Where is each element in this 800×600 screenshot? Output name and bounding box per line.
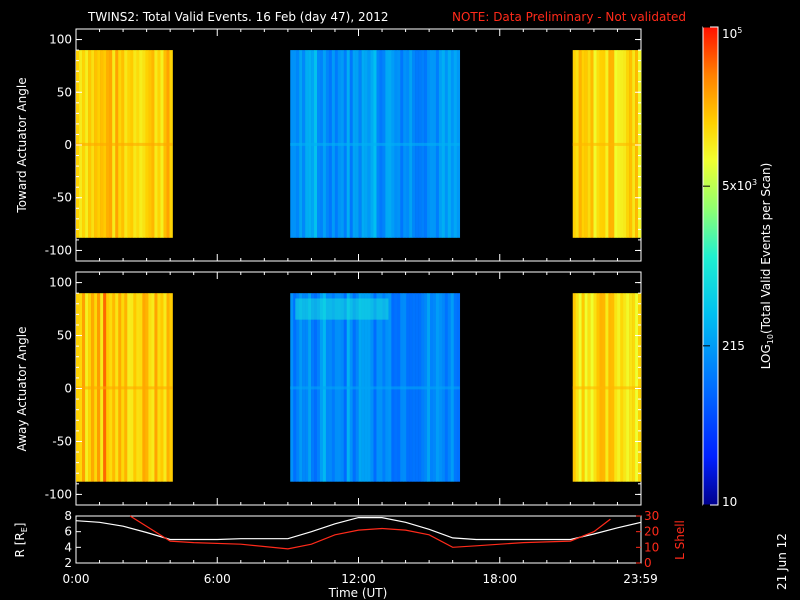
lshell-tick-label: 0 [644,556,652,570]
lshell-line [129,515,611,550]
zero-angle-band [76,142,173,146]
radius-line [75,516,642,541]
lshell-tick-label: 20 [644,525,659,539]
time-tick-label: 12:00 [341,572,376,586]
radius-tick-label: 8 [64,509,72,523]
heatmap-block [76,50,173,238]
toward-panel: Toward Actuator Angle 100 50 0 -50 -100 [15,28,642,262]
chart-title: TWINS2: Total Valid Events. 16 Feb (day … [87,10,388,24]
high-angle-band [295,298,389,320]
y-tick-label: 100 [49,276,72,290]
zero-angle-band [290,386,460,390]
heatmap-block [572,50,642,238]
zero-angle-band [76,386,173,390]
zero-angle-band [572,142,641,146]
toward-y-label: Toward Actuator Angle [15,77,29,213]
lshell-axis-label: L Shell [673,520,687,560]
away-panel: Away Actuator Angle 100 50 0 -50 -100 [15,271,642,506]
radius-tick-label: 4 [64,540,72,554]
y-tick-label: -50 [52,191,72,205]
preliminary-note: NOTE: Data Preliminary - Not validated [452,10,686,24]
time-axis-label: Time (UT) [328,586,388,600]
zero-angle-band [572,386,641,390]
away-y-label: Away Actuator Angle [15,326,29,451]
y-tick-label: -50 [52,434,72,448]
colorbar-gradient [702,26,719,506]
y-tick-label: 50 [57,329,72,343]
time-tick-label: 18:00 [482,572,517,586]
y-tick-label: -100 [45,487,72,501]
lshell-tick-label: 10 [644,540,659,554]
y-tick-label: -100 [45,243,72,257]
y-tick-label: 50 [57,85,72,99]
lshell-tick-label: 30 [644,509,659,523]
colorbar-tick-label: 105 [722,26,742,41]
colorbar-tick-label: 10 [722,495,737,509]
radius-axis-label: R [RE] [13,523,29,558]
colorbar-label: LOG10(Total Valid Events per Scan) [759,163,775,370]
zero-angle-band [290,142,460,146]
colorbar: LOG10(Total Valid Events per Scan) 10 215… [702,26,775,509]
heatmap-block [290,50,461,238]
y-tick-label: 0 [64,382,72,396]
date-stamp: 21 Jun 12 [775,533,789,590]
time-tick-label: 23:59 [623,572,658,586]
y-tick-label: 0 [64,138,72,152]
radius-tick-label: 2 [64,556,72,570]
colorbar-tick-label: 215 [722,339,745,353]
time-tick-label: 0:00 [63,572,90,586]
heatmap-block [290,293,461,482]
colorbar-tick-label: 5x103 [722,178,757,193]
radius-tick-label: 6 [64,525,72,539]
heatmap-block [76,293,173,482]
heatmap-block [572,293,642,482]
time-tick-label: 6:00 [204,572,231,586]
y-tick-label: 100 [49,33,72,47]
